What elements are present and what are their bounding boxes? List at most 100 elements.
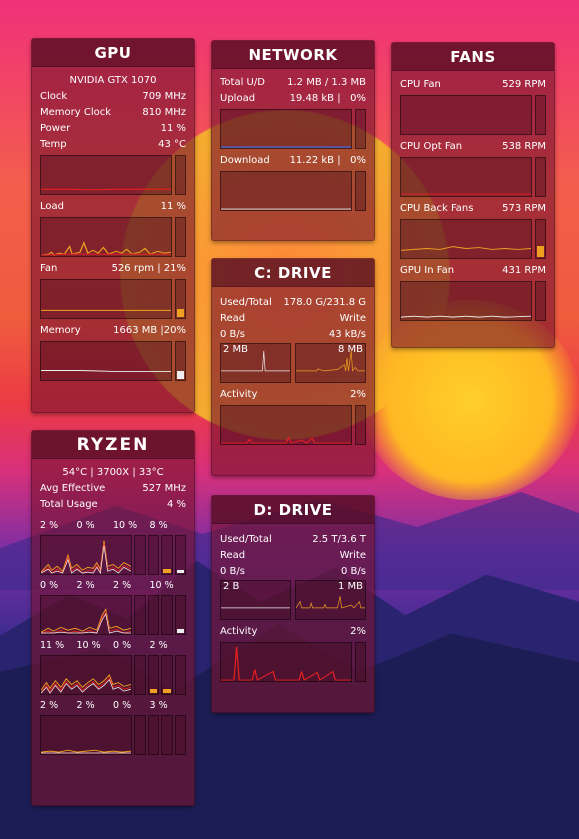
core-graph-row	[40, 535, 186, 575]
core-graph-row	[40, 655, 186, 695]
gpu-panel[interactable]: GPU NVIDIA GTX 1070 Clock 709 MHz Memory …	[31, 38, 195, 413]
d-drive-panel[interactable]: D: DRIVE Used/Total 2.5 T/3.6 T Read Write…	[211, 495, 375, 713]
core-usage-bar	[134, 535, 146, 575]
network-upload-graph	[220, 109, 366, 149]
core-graph	[40, 655, 132, 695]
core-percent: 3 %	[149, 700, 168, 711]
c-drive-activity-graph	[220, 405, 366, 445]
core-percent: 2 %	[40, 520, 59, 531]
core-usage-bar	[134, 595, 146, 635]
core-usage-level	[176, 629, 184, 633]
core-usage-bar	[161, 595, 173, 635]
fan-row: CPU Back Fans 573 RPM	[400, 203, 546, 214]
c-drive-write-graph: 8 MB	[295, 343, 366, 383]
fan-row: CPU Fan 529 RPM	[400, 79, 546, 90]
d-drive-activity-graph	[220, 642, 366, 682]
c-drive-read-graph: 2 MB	[220, 343, 291, 383]
fan-graph	[400, 95, 546, 135]
fan-row: CPU Opt Fan 538 RPM	[400, 141, 546, 152]
c-drive-panel[interactable]: C: DRIVE Used/Total 178.0 G/231.8 G Read W…	[211, 258, 375, 476]
core-usage-bar	[147, 715, 159, 755]
core-usage-bar	[147, 535, 159, 575]
core-percent: 0 %	[113, 640, 132, 651]
ryzen-total-usage-row: Total Usage 4 %	[40, 499, 186, 510]
core-percent: 2 %	[76, 580, 95, 591]
gpu-memory-level	[177, 371, 184, 379]
core-usage-level	[163, 689, 171, 693]
ryzen-panel[interactable]: RYZEN 54°C | 3700X | 33°C Avg Effective 5…	[31, 430, 195, 806]
gpu-temp-row: Temp 43 °C	[40, 139, 186, 150]
fans-panel[interactable]: FANS CPU Fan 529 RPM CPU Opt Fan 538 RPM C…	[391, 42, 555, 348]
c-drive-activity-row: Activity 2%	[220, 389, 366, 400]
core-graph-row	[40, 595, 186, 635]
gpu-fan-level	[177, 309, 184, 317]
gpu-memory-row: Memory 1663 MB |20%	[40, 325, 186, 336]
core-usage-bar	[174, 715, 186, 755]
core-percent: 8 %	[149, 520, 168, 531]
core-usage-bar	[174, 535, 186, 575]
core-percent: 11 %	[40, 640, 65, 651]
d-drive-write-graph: 1 MB	[295, 580, 366, 620]
core-percent-row: 2 % 0 % 10 % 8 %	[32, 519, 194, 533]
network-download-graph	[220, 171, 366, 211]
gpu-load-graph	[40, 217, 186, 257]
core-percent-row: 0 % 2 % 2 % 10 %	[32, 579, 194, 593]
core-usage-bar	[134, 715, 146, 755]
core-percent: 2 %	[40, 700, 59, 711]
core-usage-bar	[147, 595, 159, 635]
c-drive-io-graphs: 2 MB 8 MB	[220, 343, 366, 383]
core-graph	[40, 715, 132, 755]
c-drive-speed-row: 0 B/s 43 kB/s	[220, 329, 366, 340]
core-usage-bar	[161, 715, 173, 755]
network-upload-row: Upload 19.48 kB | 0%	[220, 93, 366, 104]
core-usage-level	[176, 569, 184, 573]
ryzen-summary: 54°C | 3700X | 33°C	[62, 467, 164, 478]
network-panel[interactable]: NETWORK Total U/D 1.2 MB / 1.3 MB Upload 1…	[211, 40, 375, 241]
c-drive-rw-row: Read Write	[220, 313, 366, 324]
gpu-load-row: Load 11 %	[40, 201, 186, 212]
network-title: NETWORK	[212, 41, 374, 69]
c-drive-title: C: DRIVE	[212, 259, 374, 287]
core-percent: 10 %	[149, 580, 174, 591]
gpu-clock-row: Clock 709 MHz	[40, 91, 186, 102]
core-usage-bar	[161, 535, 173, 575]
network-download-row: Download 11.22 kB | 0%	[220, 155, 366, 166]
core-percent: 0 %	[113, 700, 132, 711]
core-percent: 0 %	[40, 580, 59, 591]
fan-row: GPU In Fan 431 RPM	[400, 265, 546, 276]
d-drive-read-graph: 2 B	[220, 580, 291, 620]
core-graph-row	[40, 715, 186, 755]
gpu-memory-graph	[40, 341, 186, 381]
fan-graph	[400, 281, 546, 321]
core-usage-bar	[147, 655, 159, 695]
d-drive-speed-row: 0 B/s 0 B/s	[220, 566, 366, 577]
core-percent-row: 2 % 2 % 0 % 3 %	[32, 699, 194, 713]
gpu-memclock-row: Memory Clock 810 MHz	[40, 107, 186, 118]
core-percent: 2 %	[149, 640, 168, 651]
core-usage-bar	[134, 655, 146, 695]
ryzen-avg-effective-row: Avg Effective 527 MHz	[40, 483, 186, 494]
d-drive-title: D: DRIVE	[212, 496, 374, 524]
network-total-row: Total U/D 1.2 MB / 1.3 MB	[220, 77, 366, 88]
fan-level	[537, 245, 544, 257]
core-percent: 10 %	[113, 520, 138, 531]
core-percent: 0 %	[76, 520, 95, 531]
core-graph	[40, 535, 132, 575]
gpu-fan-graph	[40, 279, 186, 319]
core-usage-level	[149, 688, 157, 693]
core-percent: 10 %	[76, 640, 101, 651]
gpu-title: GPU	[32, 39, 194, 67]
core-graph	[40, 595, 132, 635]
gpu-fan-row: Fan 526 rpm | 21%	[40, 263, 186, 274]
gpu-temp-graph	[40, 155, 186, 195]
fan-graph	[400, 219, 546, 259]
core-percent: 2 %	[76, 700, 95, 711]
core-percent: 2 %	[113, 580, 132, 591]
d-drive-activity-row: Activity 2%	[220, 626, 366, 637]
core-usage-bar	[161, 655, 173, 695]
ryzen-title: RYZEN	[32, 431, 194, 459]
d-drive-rw-row: Read Write	[220, 550, 366, 561]
fan-graph	[400, 157, 546, 197]
core-usage-bar	[174, 595, 186, 635]
gpu-power-row: Power 11 %	[40, 123, 186, 134]
